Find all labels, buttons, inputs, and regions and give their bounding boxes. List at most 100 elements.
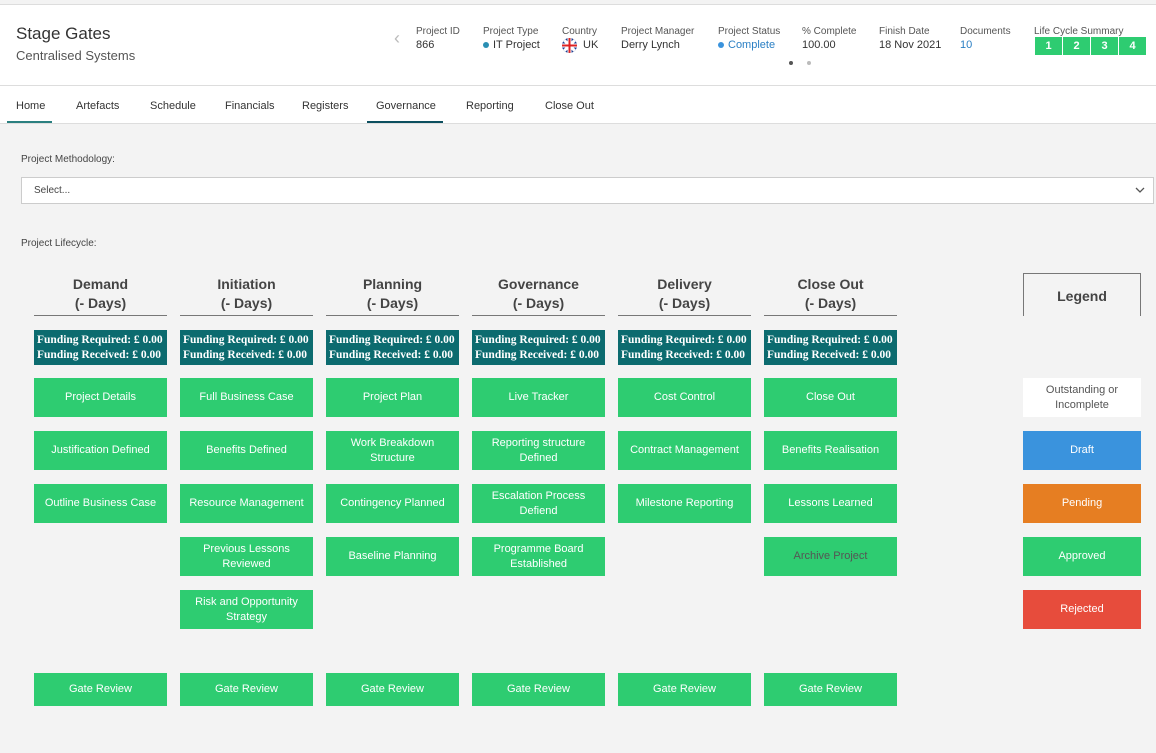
tab[interactable]: Reporting <box>466 100 514 112</box>
field-label: % Complete <box>802 26 857 37</box>
field-value: Complete <box>728 39 776 51</box>
legend-item: Rejected <box>1023 590 1141 629</box>
stage-header: Delivery (- Days) <box>618 275 751 316</box>
funding-box: Funding Required: £ 0.00 Funding Received… <box>326 330 459 365</box>
lifecycle-step: 3 <box>1091 37 1118 55</box>
stage-item[interactable]: Archive Project <box>764 537 897 576</box>
stage-item[interactable]: Resource Management <box>180 484 313 523</box>
stage-name: Planning <box>362 276 423 292</box>
status-dot <box>718 42 724 48</box>
stage-item[interactable]: Programme Board Established <box>472 537 605 576</box>
field-value: IT Project <box>493 39 540 51</box>
tab[interactable]: Home <box>16 100 46 112</box>
legend-item: Pending <box>1023 484 1141 523</box>
lifecycle-label: Project Lifecycle: <box>21 238 97 249</box>
field-value[interactable]: 10 <box>960 39 973 51</box>
methodology-label: Project Methodology: <box>21 154 115 165</box>
funding-box: Funding Required: £ 0.00 Funding Received… <box>34 330 167 365</box>
status-dot <box>483 42 489 48</box>
gate-review[interactable]: Gate Review <box>472 673 605 706</box>
funding-box: Funding Required: £ 0.00 Funding Received… <box>764 330 897 365</box>
funding-line: Funding Required: £ 0.00 <box>183 334 309 346</box>
select-placeholder: Select... <box>34 185 71 196</box>
stage-item[interactable]: Live Tracker <box>472 378 605 417</box>
legend-item: Approved <box>1023 537 1141 576</box>
funding-line: Funding Required: £ 0.00 <box>767 334 893 346</box>
tab[interactable]: Close Out <box>545 100 594 112</box>
stage-item[interactable]: Benefits Realisation <box>764 431 897 470</box>
stage-name: Governance <box>498 276 579 292</box>
stage-item[interactable]: Lessons Learned <box>764 484 897 523</box>
lifecycle-step: 1 <box>1035 37 1062 55</box>
carousel-dot[interactable] <box>807 61 811 65</box>
stage-item[interactable]: Benefits Defined <box>180 431 313 470</box>
stage-item[interactable]: Project Plan <box>326 378 459 417</box>
field-value: 866 <box>416 39 435 51</box>
gate-review[interactable]: Gate Review <box>764 673 897 706</box>
stage-item[interactable]: Work Breakdown Structure <box>326 431 459 470</box>
tab[interactable]: Artefacts <box>76 100 120 112</box>
stage-item[interactable]: Cost Control <box>618 378 751 417</box>
funding-line: Funding Received: £ 0.00 <box>475 349 599 361</box>
field-label: Project Type <box>483 26 539 37</box>
flag <box>562 38 577 53</box>
page-title: Stage Gates <box>16 24 111 43</box>
stage-item[interactable]: Justification Defined <box>34 431 167 470</box>
stage-item[interactable]: Project Details <box>34 378 167 417</box>
field-label: Country <box>562 26 598 37</box>
stage-item[interactable]: Full Business Case <box>180 378 313 417</box>
legend-item: Outstanding or Incomplete <box>1023 378 1141 417</box>
tab[interactable]: Governance <box>376 100 436 112</box>
stage-item[interactable]: Contingency Planned <box>326 484 459 523</box>
funding-line: Funding Received: £ 0.00 <box>621 349 745 361</box>
field-value: 100.00 <box>802 39 836 51</box>
funding-line: Funding Required: £ 0.00 <box>37 334 163 346</box>
gate-review[interactable]: Gate Review <box>34 673 167 706</box>
stage-item[interactable]: Escalation Process Defiend <box>472 484 605 523</box>
tab-underline <box>7 121 52 123</box>
stage-item[interactable]: Previous Lessons Reviewed <box>180 537 313 576</box>
stage-days: (- Days) <box>804 295 857 311</box>
stage-header: Demand (- Days) <box>34 275 167 316</box>
field-value: UK <box>583 39 599 51</box>
stage-header: Initiation (- Days) <box>180 275 313 316</box>
field-label: Project Manager <box>621 26 695 37</box>
lifecycle-step: 2 <box>1063 37 1090 55</box>
legend-title: Legend <box>1023 273 1141 316</box>
stage-item[interactable]: Baseline Planning <box>326 537 459 576</box>
stage-days: (- Days) <box>658 295 711 311</box>
funding-line: Funding Required: £ 0.00 <box>475 334 601 346</box>
legend-item: Draft <box>1023 431 1141 470</box>
methodology-select[interactable]: Select... <box>21 177 1154 204</box>
gate-review[interactable]: Gate Review <box>180 673 313 706</box>
stage-name: Demand <box>72 276 129 292</box>
chevron <box>1135 187 1145 193</box>
field-label: Life Cycle Summary <box>1034 26 1124 37</box>
stage-item[interactable]: Outline Business Case <box>34 484 167 523</box>
field-value: 18 Nov 2021 <box>879 39 942 51</box>
field-value: Derry Lynch <box>621 39 680 51</box>
carousel-dot[interactable] <box>789 61 793 65</box>
tab[interactable]: Financials <box>225 100 275 112</box>
stage-item[interactable]: Reporting structure Defined <box>472 431 605 470</box>
tab[interactable]: Registers <box>302 100 349 112</box>
field-label: Project Status <box>718 26 781 37</box>
field-label: Finish Date <box>879 26 930 37</box>
stage-item[interactable]: Risk and Opportunity Strategy <box>180 590 313 629</box>
stage-item[interactable]: Contract Management <box>618 431 751 470</box>
stage-days: (- Days) <box>74 295 127 311</box>
tab-bar <box>0 86 1156 124</box>
stage-item[interactable]: Milestone Reporting <box>618 484 751 523</box>
prev-arrow[interactable]: ‹ <box>394 28 400 48</box>
funding-line: Funding Required: £ 0.00 <box>621 334 747 346</box>
stage-item[interactable]: Close Out <box>764 378 897 417</box>
gate-review[interactable]: Gate Review <box>618 673 751 706</box>
page-subtitle: Centralised Systems <box>16 48 136 63</box>
stage-header: Governance (- Days) <box>472 275 605 316</box>
tab-underline <box>367 121 443 123</box>
tab[interactable]: Schedule <box>150 100 196 112</box>
field-label: Documents <box>960 26 1011 37</box>
funding-line: Funding Received: £ 0.00 <box>329 349 453 361</box>
gate-review[interactable]: Gate Review <box>326 673 459 706</box>
